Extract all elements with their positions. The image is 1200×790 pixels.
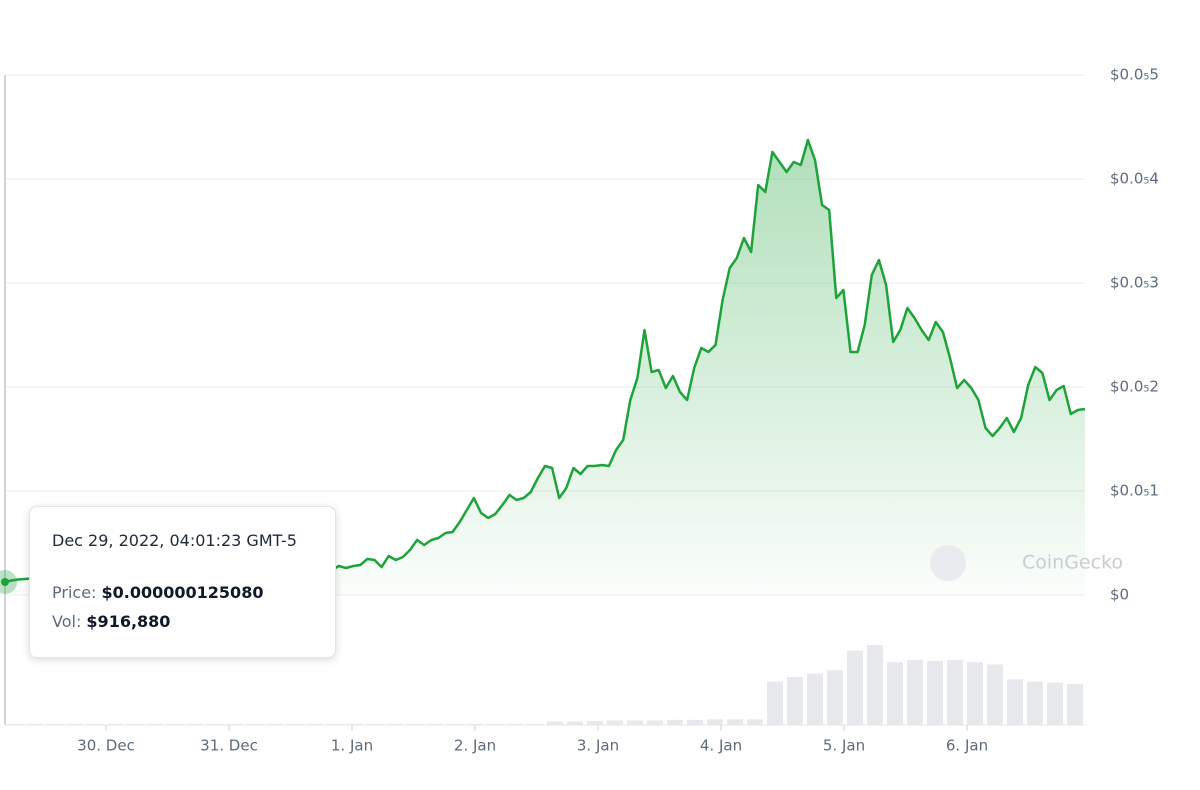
volume-bar (387, 723, 403, 725)
tooltip-price: Price: $0.000000125080 (52, 583, 263, 602)
tooltip-date: Dec 29, 2022, 04:01:23 GMT-5 (52, 531, 297, 550)
volume-bar (687, 719, 703, 725)
volume-bar (207, 723, 223, 725)
volume-bar (807, 673, 823, 725)
volume-bar (27, 723, 43, 725)
volume-bar (887, 662, 903, 725)
price-value: $0.000000125080 (101, 583, 264, 602)
volume-bar (567, 721, 583, 725)
y-tick-label: $0.0₅2 (1110, 378, 1159, 396)
volume-bar (347, 723, 363, 725)
volume-bar (1027, 681, 1043, 725)
volume-bar (307, 723, 323, 725)
volume-bar (647, 720, 663, 725)
volume-bar (127, 723, 143, 725)
volume-bar (1067, 683, 1083, 725)
volume-bar (7, 723, 23, 725)
x-tick-label: 31. Dec (200, 737, 258, 755)
volume-bar (587, 721, 603, 725)
volume-bar (947, 659, 963, 725)
volume-bar (667, 719, 683, 725)
volume-bar (247, 723, 263, 725)
x-tick-label: 4. Jan (700, 737, 742, 755)
volume-bar (287, 723, 303, 725)
volume-bar (907, 659, 923, 725)
volume-bar (987, 664, 1003, 725)
volume-bar (1047, 682, 1063, 725)
volume-bar (527, 723, 543, 725)
y-tick-label: $0.0₅5 (1110, 66, 1159, 84)
volume-bar (627, 720, 643, 725)
volume-bar (1007, 679, 1023, 725)
volume-bar (87, 723, 103, 725)
volume-bar (267, 723, 283, 725)
volume-bar (47, 723, 63, 725)
watermark-logo (930, 545, 966, 581)
volume-bar (367, 723, 383, 725)
volume-bar (407, 723, 423, 725)
tooltip: Dec 29, 2022, 04:01:23 GMT-5 Price: $0.0… (29, 506, 336, 658)
tooltip-vol: Vol: $916,880 (52, 612, 170, 631)
y-tick-label: $0.0₅4 (1110, 170, 1159, 188)
volume-bar (847, 650, 863, 725)
hover-dot (1, 577, 9, 586)
x-tick-label: 6. Jan (946, 737, 988, 755)
volume-bar (467, 723, 483, 725)
volume-bar (327, 723, 343, 725)
x-tick-label: 3. Jan (577, 737, 619, 755)
volume-bar (447, 723, 463, 725)
volume-bar (107, 723, 123, 725)
volume-bar (547, 721, 563, 725)
volume-bar (867, 645, 883, 725)
volume-bar (927, 661, 943, 725)
x-tick-label: 2. Jan (454, 737, 496, 755)
volume-bar (167, 723, 183, 725)
y-tick-label: $0.0₅3 (1110, 274, 1159, 292)
y-tick-label: $0 (1110, 586, 1129, 604)
volume-bar (607, 720, 623, 725)
volume-bar (67, 723, 83, 725)
volume-bar (507, 723, 523, 725)
y-tick-label: $0.0₅1 (1110, 482, 1159, 500)
price-area (5, 140, 1085, 595)
x-tick-label: 30. Dec (77, 737, 135, 755)
volume-bar (787, 677, 803, 725)
volume-bar (427, 723, 443, 725)
volume-bar (487, 723, 503, 725)
volume-bar (187, 723, 203, 725)
volume-bar (827, 670, 843, 725)
volume-bar (707, 719, 723, 725)
volume-bar (747, 719, 763, 725)
volume-bar (967, 662, 983, 725)
volume-bar (767, 681, 783, 725)
volume-bar (227, 723, 243, 725)
volume-bar (727, 719, 743, 725)
x-tick-label: 5. Jan (823, 737, 865, 755)
vol-label: Vol: (52, 612, 82, 631)
price-label: Price: (52, 583, 97, 602)
vol-value: $916,880 (86, 612, 171, 631)
volume-bar (147, 723, 163, 725)
watermark: CoinGecko (1022, 552, 1123, 574)
x-tick-label: 1. Jan (331, 737, 373, 755)
